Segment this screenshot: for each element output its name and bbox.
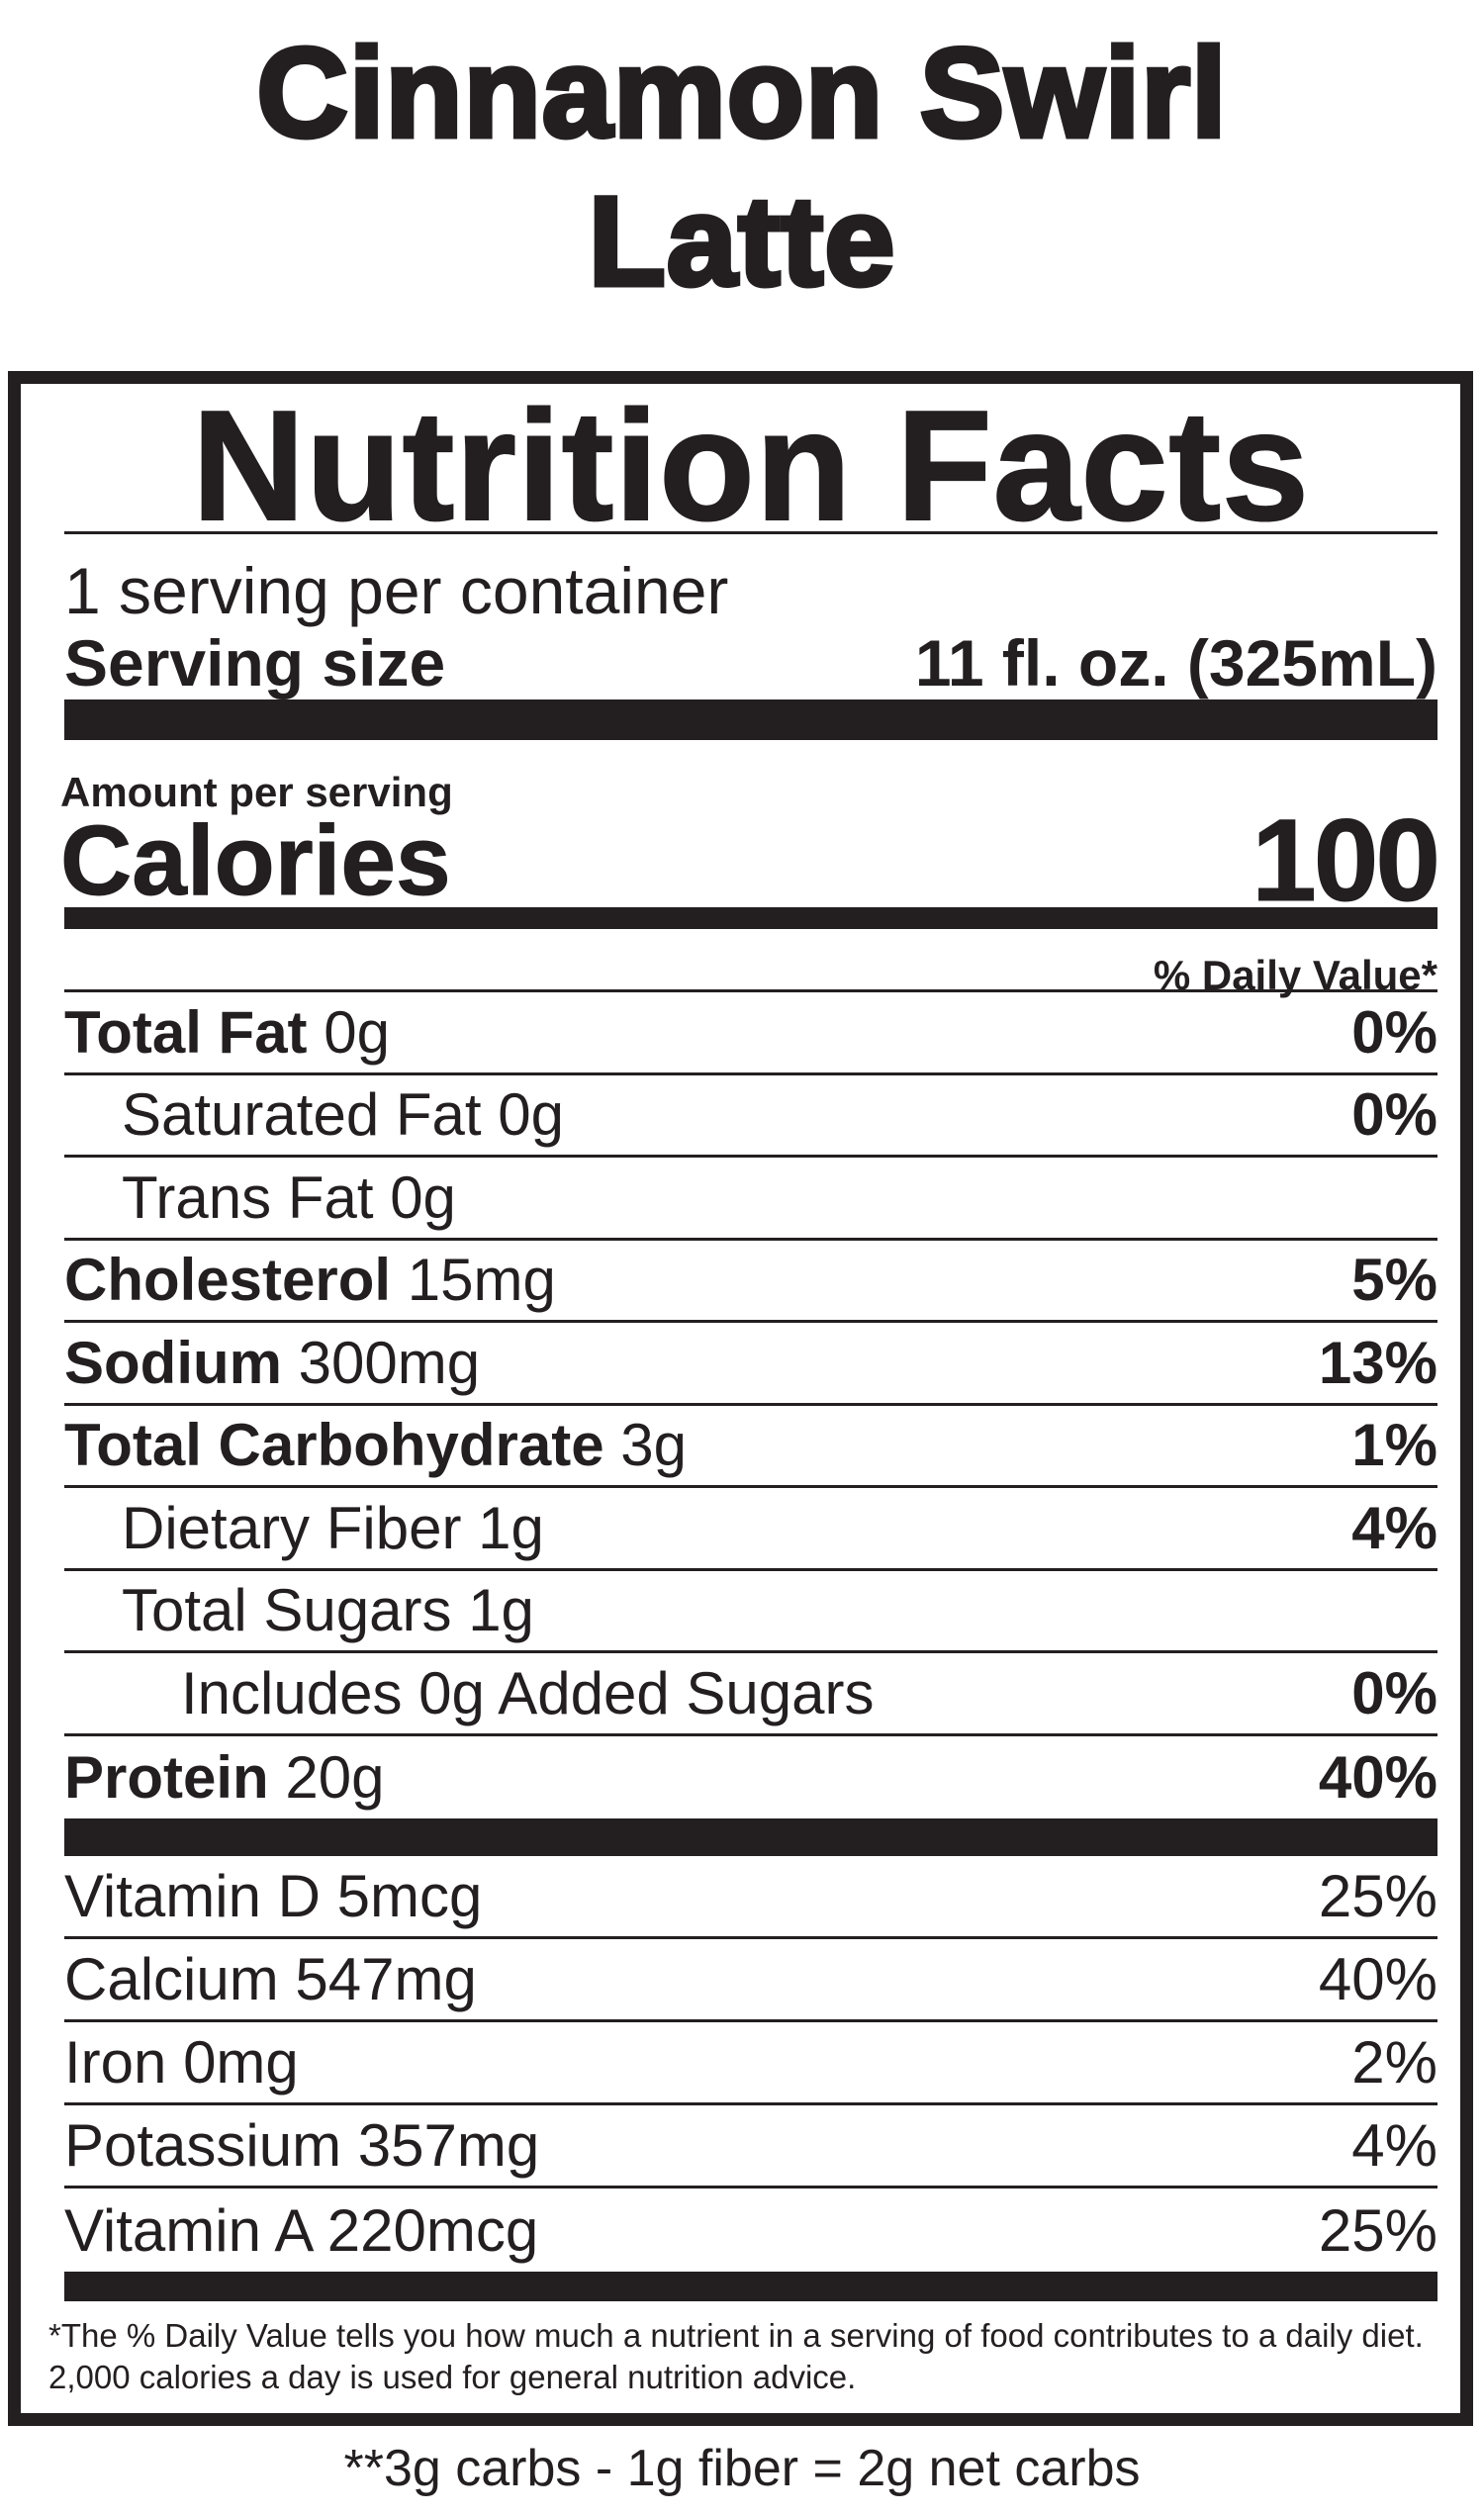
vitamin-amount: 0mg	[183, 2029, 299, 2096]
nutrient-name-amount: Cholesterol 15mg	[64, 1246, 556, 1314]
vitamin-name-amount: Vitamin A 220mcg	[64, 2196, 538, 2265]
nutrient-name-amount: Saturated Fat 0g	[64, 1080, 564, 1149]
nutrient-daily-value: 5%	[1351, 1247, 1438, 1314]
nutrient-amount: 300mg	[298, 1329, 481, 1396]
nutrient-row: Saturated Fat 0g 0%	[64, 1075, 1438, 1158]
nutrient-amount: 15mg	[407, 1247, 556, 1314]
product-title-line-2: Latte	[586, 169, 897, 316]
nutrient-amount: 0g	[390, 1164, 456, 1231]
nutrient-amount: 1g	[468, 1577, 534, 1644]
net-carbs-note: **3g carbs - 1g fiber = 2g net carbs	[343, 2440, 1141, 2497]
nutrient-row: Protein 20g 40%	[64, 1736, 1438, 1819]
nutrient-row: Total Carbohydrate 3g 1%	[64, 1406, 1438, 1488]
vitamin-daily-value: 2%	[1351, 2029, 1438, 2096]
footnote: *The % Daily Value tells you how much a …	[48, 2315, 1453, 2398]
vitamin-name-amount: Iron 0mg	[64, 2028, 299, 2096]
vitamin-amount: 5mcg	[336, 1863, 483, 1929]
nutrient-name-amount: Protein 20g	[64, 1743, 384, 1812]
servings-per-container: 1 serving per container	[64, 554, 729, 627]
calories-row: Calories 100	[60, 795, 1441, 926]
vitamin-row: Calcium 547mg 40%	[64, 1939, 1438, 2022]
nutrient-daily-value: 0%	[1351, 1659, 1438, 1726]
vitamin-name: Iron	[64, 2029, 167, 2096]
vitamin-row: Vitamin A 220mcg 25%	[64, 2189, 1438, 2272]
thick-divider	[64, 1818, 1438, 1856]
product-title-line-1: Cinnamon Swirl	[254, 21, 1229, 167]
vitamin-name: Vitamin A	[64, 2196, 312, 2264]
nutrient-name: Trans Fat	[122, 1164, 374, 1231]
nutrient-daily-value: 40%	[1318, 1743, 1438, 1811]
vitamin-name: Vitamin D	[64, 1863, 321, 1929]
nutrition-facts-label: Nutrition Facts 1 serving per container …	[8, 371, 1473, 2426]
divider	[64, 989, 1438, 992]
vitamin-amount: 357mg	[357, 2112, 540, 2179]
serving-size-label: Serving size	[64, 626, 446, 699]
vitamin-row: Iron 0mg 2%	[64, 2022, 1438, 2105]
nutrient-row: Sodium 300mg 13%	[64, 1323, 1438, 1406]
nutrient-amount: 20g	[285, 1743, 385, 1811]
thick-divider	[64, 699, 1438, 740]
vitamin-name-amount: Vitamin D 5mcg	[64, 1862, 482, 1930]
vitamin-daily-value: 4%	[1351, 2112, 1438, 2179]
nutrient-name: Cholesterol	[64, 1247, 392, 1314]
nutrient-name: Total Sugars	[122, 1577, 452, 1644]
vitamin-row: Vitamin D 5mcg 25%	[64, 1856, 1438, 1939]
nutrient-name: Sodium	[64, 1329, 282, 1396]
vitamin-daily-value: 25%	[1318, 1863, 1438, 1929]
serving-size-row: Serving size 11 fl. oz. (325mL)	[64, 627, 1438, 699]
vitamin-amount: 220mcg	[326, 2196, 539, 2264]
vitamin-amount: 547mg	[295, 1946, 477, 2012]
amount-per-serving: Amount per serving	[60, 769, 453, 815]
nutrient-daily-value: 0%	[1351, 1081, 1438, 1149]
nutrient-daily-value: 1%	[1351, 1412, 1438, 1479]
serving-size-value: 11 fl. oz. (325mL)	[914, 626, 1438, 699]
nutrient-row: Includes 0g Added Sugars 0%	[64, 1653, 1438, 1736]
nutrient-name-amount: Total Sugars 1g	[64, 1576, 534, 1644]
vitamin-name: Potassium	[64, 2112, 342, 2179]
divider	[64, 531, 1438, 534]
nutrient-name: Dietary Fiber	[122, 1494, 462, 1561]
nutrient-row: Total Fat 0g 0%	[64, 992, 1438, 1075]
nutrient-daily-value: 0%	[1351, 998, 1438, 1066]
nutrient-name: Protein	[64, 1743, 269, 1811]
footnote-line-1: *The % Daily Value tells you how much a …	[48, 2317, 1424, 2354]
nutrient-name-amount: Total Fat 0g	[64, 998, 390, 1067]
thick-divider	[64, 2272, 1438, 2301]
nutrient-name-amount: Trans Fat 0g	[64, 1164, 456, 1232]
vitamin-row: Potassium 357mg 4%	[64, 2105, 1438, 2189]
nutrient-name: Total Carbohydrate	[64, 1412, 604, 1479]
nutrient-row: Total Sugars 1g	[64, 1571, 1438, 1653]
medium-divider	[64, 907, 1438, 929]
nutrient-name-amount: Sodium 300mg	[64, 1329, 480, 1397]
nutrient-name: Total Fat	[64, 998, 308, 1066]
nutrient-row: Trans Fat 0g	[64, 1158, 1438, 1241]
nutrient-daily-value: 13%	[1318, 1329, 1438, 1396]
label-heading: Nutrition Facts	[191, 379, 1310, 553]
nutrient-amount: 0g	[498, 1081, 564, 1149]
nutrient-row: Dietary Fiber 1g 4%	[64, 1488, 1438, 1571]
footnote-line-2: 2,000 calories a day is used for general…	[48, 2359, 857, 2395]
nutrient-row: Cholesterol 15mg 5%	[64, 1241, 1438, 1323]
vitamin-daily-value: 40%	[1318, 1946, 1438, 2012]
nutrient-daily-value: 4%	[1351, 1494, 1438, 1561]
calories-label: Calories	[60, 805, 452, 916]
calories-value: 100	[1252, 795, 1441, 926]
nutrient-name-amount: Includes 0g Added Sugars	[64, 1659, 875, 1727]
nutrient-name-amount: Dietary Fiber 1g	[64, 1494, 544, 1562]
nutrient-name: Saturated Fat	[122, 1081, 482, 1149]
nutrient-amount: 3g	[620, 1412, 688, 1479]
vitamin-name: Calcium	[64, 1946, 279, 2012]
vitamin-daily-value: 25%	[1318, 2196, 1438, 2264]
nutrient-amount: 1g	[478, 1494, 544, 1561]
nutrient-amount: 0g	[324, 998, 390, 1066]
nutrient-name: Includes 0g Added Sugars	[181, 1659, 875, 1726]
nutrient-name-amount: Total Carbohydrate 3g	[64, 1411, 687, 1479]
vitamin-name-amount: Calcium 547mg	[64, 1945, 477, 2013]
vitamin-name-amount: Potassium 357mg	[64, 2111, 539, 2180]
